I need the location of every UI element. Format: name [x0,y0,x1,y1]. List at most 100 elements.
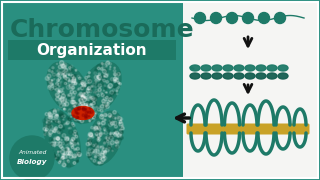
Circle shape [81,95,84,98]
Circle shape [76,109,77,110]
Circle shape [69,127,71,129]
Circle shape [116,147,118,148]
Circle shape [102,145,104,147]
Circle shape [99,126,101,128]
Circle shape [50,82,53,86]
Circle shape [116,145,117,147]
Circle shape [57,131,60,133]
Circle shape [67,160,69,163]
Circle shape [83,109,86,112]
Circle shape [115,117,116,119]
Circle shape [100,68,103,70]
Circle shape [70,113,74,117]
FancyBboxPatch shape [8,40,176,60]
Circle shape [71,100,76,104]
Circle shape [100,105,104,108]
Circle shape [89,90,90,91]
Circle shape [113,87,114,88]
Circle shape [99,106,101,108]
Circle shape [104,140,108,144]
Circle shape [109,147,110,149]
Circle shape [56,114,58,116]
Circle shape [100,153,104,157]
Circle shape [121,119,122,120]
Circle shape [110,66,111,68]
Ellipse shape [212,65,222,71]
Circle shape [76,108,78,110]
Circle shape [54,95,57,98]
Circle shape [97,137,100,139]
Circle shape [72,93,76,97]
Circle shape [91,105,92,106]
Circle shape [45,128,48,131]
Circle shape [60,96,64,100]
Circle shape [113,72,117,76]
Circle shape [110,141,114,145]
Circle shape [71,76,75,79]
Circle shape [47,118,51,122]
Circle shape [117,73,120,76]
Circle shape [91,96,94,100]
Circle shape [78,154,80,157]
Circle shape [109,121,110,122]
Circle shape [80,110,82,112]
Circle shape [48,86,51,89]
Circle shape [111,135,113,138]
Circle shape [73,141,77,144]
Circle shape [61,99,65,102]
Circle shape [60,160,61,162]
Circle shape [61,147,64,150]
Circle shape [101,92,103,94]
Circle shape [52,140,55,143]
Circle shape [56,154,59,157]
Circle shape [80,101,84,105]
Circle shape [108,100,111,103]
Circle shape [77,107,80,110]
Circle shape [121,127,124,130]
Circle shape [76,147,79,150]
Circle shape [88,79,92,83]
Circle shape [104,85,106,87]
Circle shape [116,90,118,92]
Circle shape [81,95,83,96]
Circle shape [105,126,108,129]
Circle shape [107,86,109,88]
Circle shape [103,97,106,100]
Ellipse shape [201,65,211,71]
Circle shape [97,94,100,97]
Circle shape [81,82,85,86]
Circle shape [53,121,54,122]
Circle shape [117,81,120,83]
Circle shape [61,73,63,75]
Circle shape [103,79,106,82]
Ellipse shape [245,73,255,79]
Circle shape [82,96,85,99]
Circle shape [106,105,109,108]
Circle shape [119,83,121,85]
Circle shape [74,105,75,107]
Circle shape [78,88,80,89]
Circle shape [79,93,83,97]
Circle shape [69,85,73,89]
Circle shape [109,113,113,117]
Circle shape [103,102,106,106]
Circle shape [100,134,102,136]
Circle shape [97,122,100,124]
Circle shape [92,102,95,105]
Circle shape [60,104,62,105]
Circle shape [62,88,64,89]
Circle shape [71,146,74,149]
Circle shape [99,158,102,160]
Circle shape [53,86,57,90]
Circle shape [110,132,112,134]
Circle shape [49,138,52,141]
Circle shape [105,92,106,93]
Circle shape [88,155,91,158]
Circle shape [60,98,64,102]
Ellipse shape [245,65,255,71]
Circle shape [100,153,101,155]
Circle shape [52,67,54,69]
Circle shape [114,84,118,87]
Circle shape [82,81,85,84]
Circle shape [87,111,91,114]
